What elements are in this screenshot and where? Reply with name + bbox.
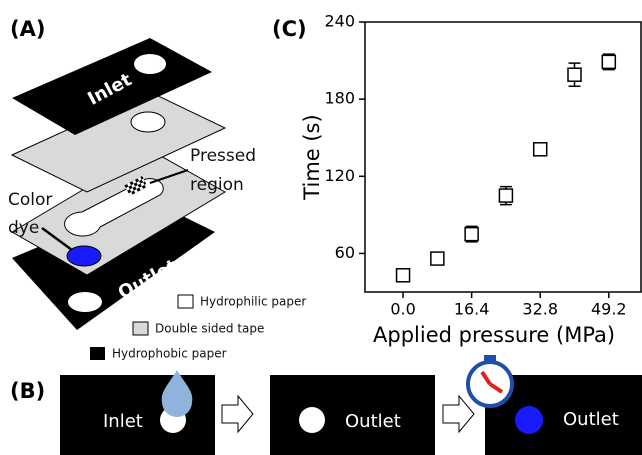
inlet-hole — [134, 54, 166, 74]
pressed-label: Pressed — [190, 146, 256, 166]
point — [464, 226, 479, 242]
x-axis-label: Applied pressure (MPa) — [373, 323, 615, 347]
x-tick-label: 0.0 — [390, 300, 415, 319]
panel-label: (A) — [10, 17, 45, 41]
arrow — [221, 394, 254, 434]
legend-text: Hydrophobic paper — [112, 347, 227, 361]
y-tick-label: 240 — [324, 12, 355, 31]
outlet-hole — [68, 292, 102, 312]
point — [567, 67, 582, 82]
dye — [66, 245, 102, 267]
step-text: Outlet — [563, 409, 619, 430]
step-text: Inlet — [103, 411, 143, 432]
hole — [130, 111, 166, 133]
drop — [161, 370, 193, 417]
legend-swatch — [132, 321, 149, 336]
y-axis-label: Time (s) — [300, 114, 324, 200]
plot-frame — [364, 21, 642, 293]
hydrophobic-layer — [12, 200, 215, 330]
x-tick-label: 49.2 — [591, 300, 627, 319]
legend-swatch — [177, 294, 194, 309]
panel-label: (B) — [10, 379, 45, 403]
legend-text: Hydrophilic paper — [200, 295, 306, 309]
y-tick-label: 60 — [335, 243, 355, 262]
outlet-circle — [299, 407, 325, 433]
arrow — [149, 169, 189, 184]
point — [395, 268, 411, 283]
x-tick-label: 32.8 — [522, 300, 558, 319]
pressed-region — [124, 176, 148, 196]
point — [430, 251, 445, 266]
point — [532, 142, 548, 157]
step-text: Outlet — [345, 411, 401, 432]
stopwatch — [466, 355, 514, 408]
y-tick-label: 180 — [324, 89, 355, 108]
dye-label: Color — [8, 190, 52, 210]
channel — [64, 178, 164, 237]
x-tick-label: 16.4 — [454, 300, 490, 319]
point — [498, 188, 514, 203]
dye-circle — [515, 406, 543, 434]
arrow — [442, 394, 475, 434]
legend-text: Double sided tape — [155, 322, 264, 336]
dye-label: dye — [8, 218, 39, 238]
y-tick-label: 120 — [324, 166, 355, 185]
legend-swatch — [90, 347, 105, 360]
point — [601, 54, 617, 70]
arrow — [41, 226, 73, 252]
step-box — [60, 375, 215, 455]
step-box — [270, 375, 435, 455]
pressed-label: region — [190, 175, 244, 195]
panel-label: (C) — [272, 17, 307, 41]
